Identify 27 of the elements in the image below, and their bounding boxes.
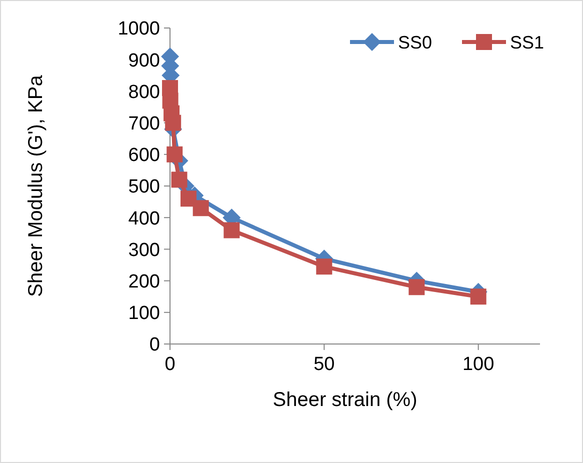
x-tick-label: 50 [314, 354, 335, 375]
y-axis-title: Sheer Modulus (G'), KPa [25, 74, 47, 297]
point [166, 146, 183, 162]
y-tick-label: 600 [128, 145, 160, 166]
y-tick-label: 200 [128, 271, 160, 292]
y-tick-label: 900 [128, 50, 160, 72]
point [165, 114, 182, 131]
y-tick-label: 100 [128, 303, 160, 324]
point [316, 258, 332, 275]
point [470, 288, 486, 305]
legend-label: SS0 [398, 32, 432, 52]
legend-label: SS1 [510, 32, 544, 52]
point [180, 190, 196, 207]
x-tick-label: 0 [164, 354, 176, 375]
y-tick-label: 500 [128, 176, 160, 198]
x-tick-label: 100 [462, 354, 494, 375]
y-tick-label: 400 [128, 208, 160, 230]
point [224, 222, 240, 238]
y-tick-label: 700 [128, 113, 160, 134]
y-tick-label: 800 [128, 82, 160, 103]
y-tick-label: 300 [128, 240, 160, 261]
point [171, 172, 188, 188]
y-tick-label: 0 [149, 334, 160, 356]
point [192, 200, 209, 216]
point [408, 279, 425, 296]
x-axis-title: Sheer strain (%) [272, 389, 418, 411]
y-tick-label: 1000 [118, 18, 160, 40]
